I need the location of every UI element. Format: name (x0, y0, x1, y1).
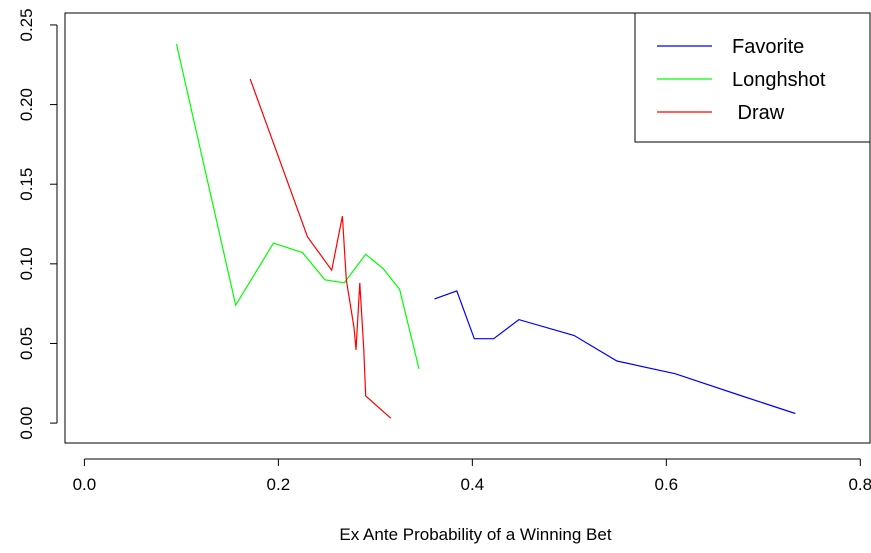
y-axis: 0.00 0.05 0.10 0.15 0.20 0.25 (17, 8, 58, 440)
series-line-2 (249, 78, 392, 419)
x-tick-label: 0.4 (461, 475, 485, 494)
x-axis-title: Ex Ante Probability of a Winning Bet (339, 525, 611, 544)
series-line-1 (175, 43, 420, 370)
legend-box (634, 12, 871, 143)
y-tick-label: 0.25 (17, 8, 36, 41)
x-tick-label: 0.6 (655, 475, 679, 494)
y-tick-label: 0.15 (17, 168, 36, 201)
y-tick-label: 0.10 (17, 247, 36, 280)
series-layer (175, 43, 796, 419)
legend-label: Draw (732, 102, 785, 124)
x-axis: 0.0 0.2 0.4 0.6 0.8 (73, 458, 871, 494)
y-tick-label: 0.20 (17, 88, 36, 121)
legend: Favorite Longhshot Draw (634, 12, 871, 143)
x-tick-label: 0.0 (73, 475, 97, 494)
legend-label: Favorite (732, 36, 804, 58)
series-line-0 (434, 290, 796, 415)
y-tick-label: 0.00 (17, 407, 36, 440)
x-tick-label: 0.8 (848, 475, 871, 494)
plot-area (64, 12, 871, 444)
plot-frame (64, 12, 871, 444)
legend-label: Longhshot (732, 69, 826, 91)
x-tick-label: 0.2 (267, 475, 291, 494)
y-tick-label: 0.05 (17, 327, 36, 360)
